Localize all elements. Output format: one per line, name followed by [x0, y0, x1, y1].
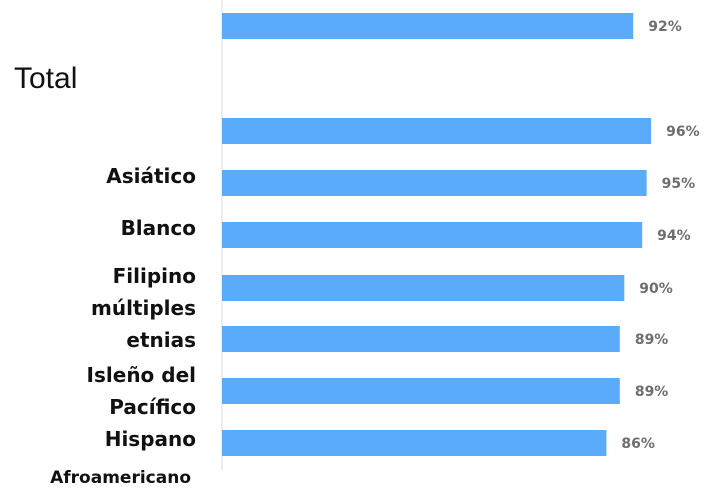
bar-2 — [222, 170, 647, 196]
category-label-isleno-del: Isleño del — [87, 363, 196, 387]
bar-value-label-3: 94% — [657, 228, 691, 244]
category-label-etnias: etnias — [126, 328, 196, 352]
category-label-blanco: Blanco — [121, 216, 196, 240]
category-label-multiples: múltiples — [91, 296, 196, 320]
bar-value-label-6: 89% — [635, 384, 669, 400]
bar-value-label-2: 95% — [662, 176, 696, 192]
bars-group — [222, 13, 652, 456]
bar-0 — [222, 13, 634, 39]
bar-value-label-1: 96% — [666, 124, 700, 140]
bar-value-label-0: 92% — [648, 19, 682, 35]
bar-6 — [222, 378, 620, 404]
category-label-afroamericano: Afroamericano — [50, 468, 191, 488]
category-labels-group: Total Asiático Blanco Filipino múltiples… — [14, 62, 196, 488]
value-labels-group: 92% 96% 95% 94% 90% 89% 89% 86% — [621, 19, 699, 452]
category-label-asiatico: Asiático — [106, 164, 196, 188]
bar-value-label-7: 86% — [621, 436, 655, 452]
bar-7 — [222, 430, 607, 456]
bar-1 — [222, 118, 652, 144]
category-label-filipino: Filipino — [113, 264, 196, 288]
bar-value-label-5: 89% — [635, 332, 669, 348]
category-label-hispano: Hispano — [105, 427, 196, 451]
category-label-pacifico: Pacífico — [109, 395, 196, 419]
bar-4 — [222, 275, 625, 301]
bar-5 — [222, 326, 620, 352]
category-label-total: Total — [14, 62, 77, 95]
bar-3 — [222, 222, 643, 248]
bar-value-label-4: 90% — [639, 281, 673, 297]
